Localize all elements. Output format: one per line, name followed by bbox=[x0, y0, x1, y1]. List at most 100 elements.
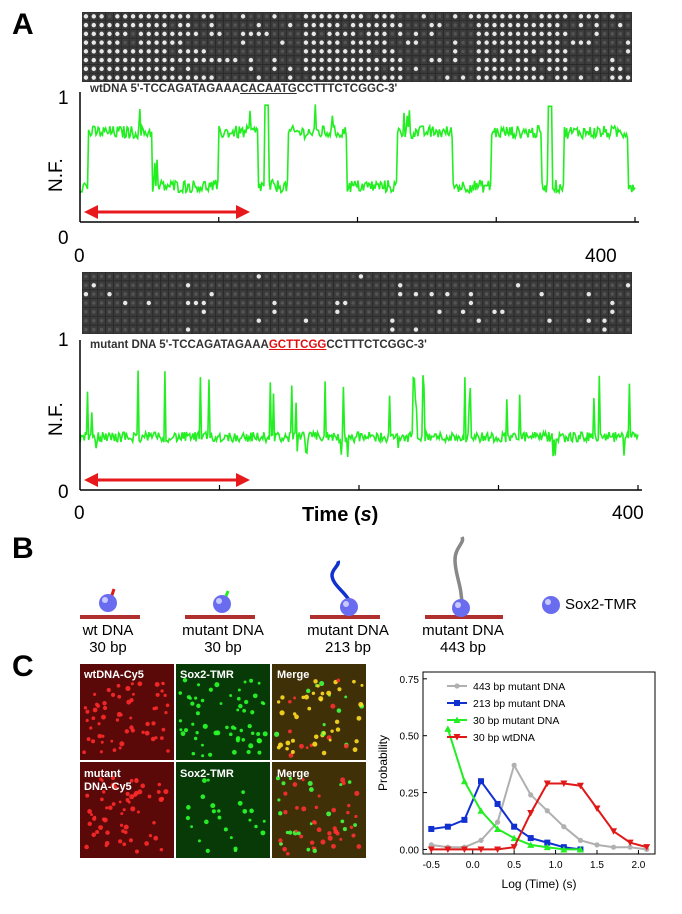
micro-label-merge-2: Merge bbox=[277, 768, 310, 780]
legend-entry: 30 bp mutant DNA bbox=[447, 715, 559, 727]
data-point bbox=[560, 845, 568, 853]
series-3 bbox=[427, 780, 651, 853]
data-point bbox=[460, 777, 468, 785]
data-point bbox=[510, 844, 518, 851]
dna-strand bbox=[330, 560, 352, 608]
data-point bbox=[543, 843, 551, 851]
dna-bar bbox=[310, 615, 380, 619]
legend-label: 443 bp mutant DNA bbox=[473, 681, 565, 693]
panel-label-a: A bbox=[12, 8, 34, 41]
micro-label-sox2-2: Sox2-TMR bbox=[180, 768, 234, 780]
legend-label: 30 bp mutant DNA bbox=[473, 715, 559, 727]
wt-motif: CACAATG bbox=[240, 83, 297, 95]
mutant-sequence: mutant DNA 5'-TCCAGATAGAAAGCTTCGGCCTTTCT… bbox=[90, 339, 427, 351]
dna-strand bbox=[453, 536, 465, 608]
data-point bbox=[527, 810, 535, 817]
sox2-legend-icon bbox=[542, 596, 560, 614]
micro-label-sox2-1: Sox2-TMR bbox=[180, 669, 234, 681]
sox2-legend-label: Sox2-TMR bbox=[565, 596, 637, 613]
data-point bbox=[511, 762, 517, 768]
data-point bbox=[494, 819, 501, 825]
series-2 bbox=[444, 725, 584, 853]
x-tick-label: 2.0 bbox=[631, 860, 645, 871]
data-point bbox=[478, 837, 484, 843]
data-point bbox=[477, 846, 485, 853]
ytick-bottom-trace2: 0 bbox=[58, 482, 69, 503]
data-point bbox=[561, 824, 567, 830]
data-point bbox=[576, 782, 584, 790]
diagram-mutant-443bp bbox=[425, 536, 503, 619]
series-line bbox=[431, 779, 581, 851]
protein-sphere bbox=[340, 598, 358, 616]
legend-entry: 213 bp mutant DNA bbox=[447, 698, 565, 710]
xtick-right-trace2: 400 bbox=[612, 503, 644, 524]
data-point bbox=[528, 792, 534, 798]
data-point bbox=[477, 807, 485, 814]
data-point bbox=[461, 816, 468, 823]
data-point bbox=[454, 700, 460, 706]
ytick-bottom-trace1: 0 bbox=[58, 228, 69, 249]
panel-label-c: C bbox=[12, 650, 34, 683]
legend-label: 30 bp wtDNA bbox=[473, 732, 535, 744]
ytick-top-trace2: 1 bbox=[58, 330, 69, 351]
mutant-motif: GCTTCGG bbox=[268, 339, 327, 351]
dna-bar bbox=[425, 615, 503, 619]
data-point bbox=[594, 842, 600, 848]
data-point bbox=[560, 780, 568, 787]
legend-entry: 443 bp mutant DNA bbox=[447, 681, 565, 693]
diagram-label-mutant-30bp: mutant DNA 30 bp bbox=[182, 622, 264, 656]
series-1 bbox=[428, 778, 584, 853]
data-point bbox=[643, 844, 651, 851]
data-point bbox=[453, 734, 461, 741]
legend-entry: 30 bp wtDNA bbox=[447, 732, 535, 744]
diagram-mutant-213bp bbox=[310, 560, 380, 619]
ylabel-trace2: N.F. bbox=[46, 402, 67, 436]
protein-sphere bbox=[452, 599, 470, 617]
x-tick-label: -0.5 bbox=[423, 860, 441, 871]
fluorescence-trace-mutant bbox=[79, 340, 642, 491]
panel-label-b: B bbox=[12, 532, 34, 565]
data-point bbox=[494, 825, 502, 832]
diagram-wt-30bp bbox=[80, 588, 140, 619]
micro-label-merge-1: Merge bbox=[277, 669, 310, 681]
protein-sphere bbox=[213, 595, 231, 613]
series-line bbox=[431, 762, 647, 851]
data-point bbox=[454, 683, 460, 689]
dna-bar bbox=[185, 615, 255, 619]
data-point bbox=[577, 837, 584, 843]
data-point bbox=[610, 844, 617, 850]
y-tick-label: 0.50 bbox=[400, 732, 420, 743]
y-tick-label: 0.00 bbox=[400, 845, 420, 856]
micro-label-mutant-cy5: mutant DNA-Cy5 bbox=[84, 768, 132, 793]
dwell-time-chart: -0.5 0.0 0.5 1.0 1.5 2.0 0.00 0.25 0.50 0.75 Log (… bbox=[376, 671, 656, 891]
diagram-label-mutant-213bp: mutant DNA 213 bp bbox=[307, 622, 389, 656]
spot-array-mutant bbox=[82, 272, 632, 334]
x-axis-label: Log (Time) (s) bbox=[502, 877, 577, 891]
xtick-left-trace1: 0 bbox=[74, 246, 85, 267]
data-point bbox=[610, 828, 618, 835]
data-point bbox=[511, 823, 518, 830]
diagram-label-mutant-443bp: mutant DNA 443 bp bbox=[422, 622, 504, 656]
data-point bbox=[460, 846, 468, 853]
data-point bbox=[627, 844, 633, 850]
data-point bbox=[428, 825, 435, 832]
x-tick-label: 1.5 bbox=[590, 860, 604, 871]
x-tick-label: 0.0 bbox=[466, 860, 480, 871]
data-point bbox=[444, 823, 451, 830]
diagram-mutant-30bp bbox=[185, 590, 255, 619]
data-point bbox=[494, 800, 501, 807]
ylabel-trace1: N.F. bbox=[46, 158, 67, 192]
data-point bbox=[576, 845, 584, 853]
xtick-left-trace2: 0 bbox=[74, 503, 85, 524]
fluorescence-trace-wt bbox=[79, 92, 639, 223]
spot-array-wt bbox=[82, 12, 632, 82]
data-point bbox=[444, 725, 452, 732]
series-line bbox=[431, 782, 647, 851]
ytick-top-trace1: 1 bbox=[58, 88, 69, 109]
data-point bbox=[510, 834, 518, 842]
data-point bbox=[427, 846, 435, 853]
data-point bbox=[494, 846, 502, 853]
wt-sequence: wtDNA 5'-TCCAGATAGAAACACAATGCCTTTCTCGGC-… bbox=[90, 83, 398, 95]
data-point bbox=[444, 846, 452, 853]
data-point bbox=[478, 778, 484, 785]
